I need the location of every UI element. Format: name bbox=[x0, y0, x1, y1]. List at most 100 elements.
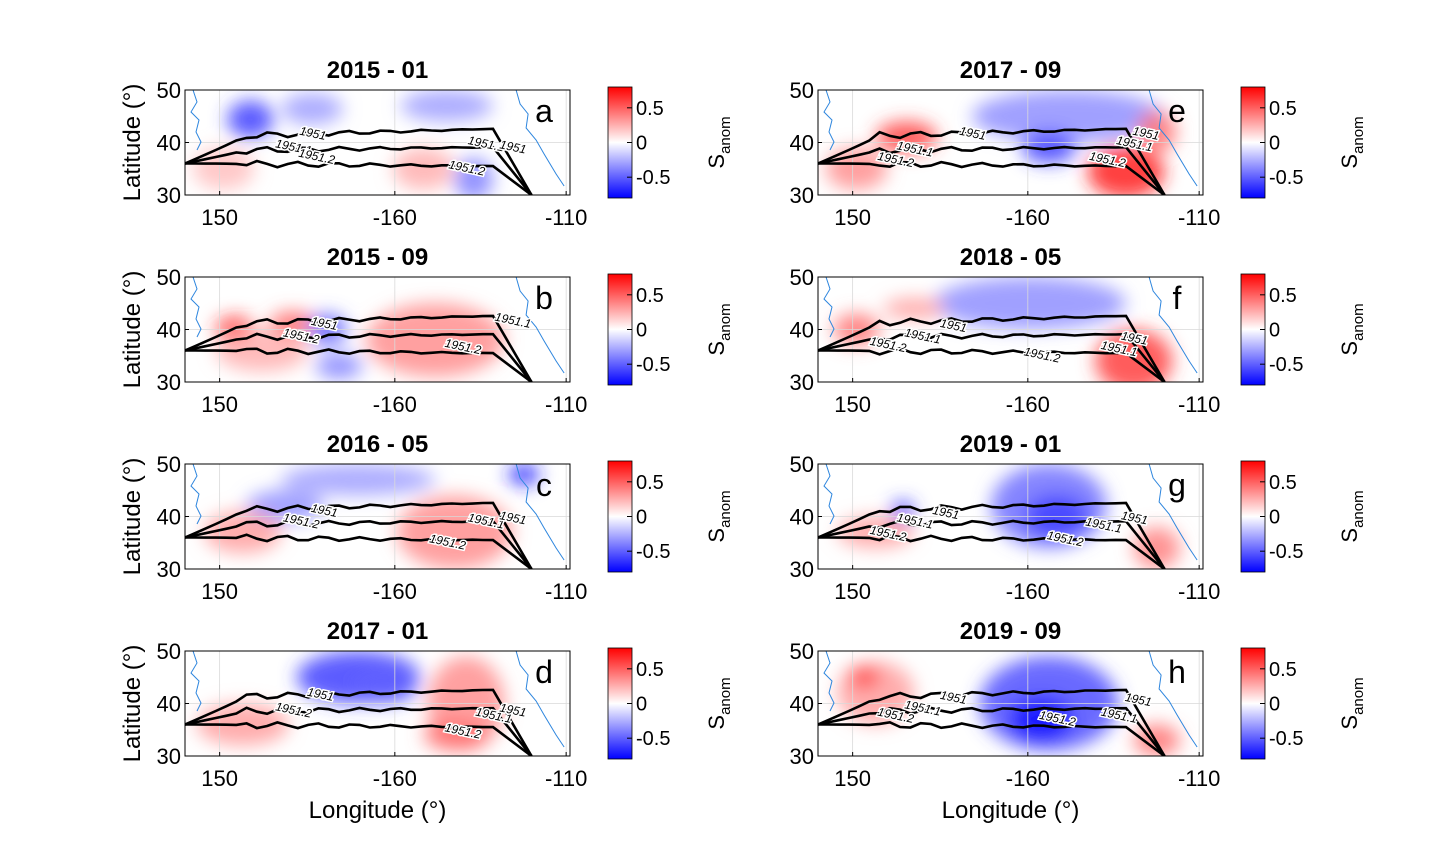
contours bbox=[185, 501, 533, 569]
y-tick-label: 30 bbox=[157, 183, 181, 208]
colorbar-tick-label: 0 bbox=[636, 133, 647, 155]
coastline-west bbox=[190, 277, 202, 338]
anomaly-blob bbox=[354, 672, 417, 704]
panel-title: 2015 - 01 bbox=[327, 57, 428, 84]
y-axis-label: Latitude (°) bbox=[119, 458, 146, 576]
coastline-west bbox=[190, 90, 202, 151]
colorbar-tick-label: -0.5 bbox=[1269, 728, 1303, 750]
x-tick-label: 150 bbox=[201, 205, 238, 230]
contours bbox=[818, 127, 1166, 195]
contour-line bbox=[818, 519, 1166, 569]
colorbar-label: Sanom bbox=[704, 490, 734, 542]
colorbar-label-main: S bbox=[1337, 154, 1362, 169]
y-tick-label: 50 bbox=[157, 452, 181, 477]
colorbar-tick-label: 0 bbox=[1269, 320, 1280, 342]
coastlines bbox=[190, 90, 565, 187]
y-tick-label: 40 bbox=[157, 692, 181, 717]
x-tick-label: -110 bbox=[1178, 205, 1220, 230]
colorbar-label-sub: anom bbox=[717, 116, 734, 154]
y-tick-label: 30 bbox=[790, 744, 814, 769]
coastline-east bbox=[515, 90, 565, 187]
panel-title: 2018 - 05 bbox=[960, 244, 1061, 271]
y-tick-label: 50 bbox=[790, 452, 814, 477]
y-tick-label: 50 bbox=[157, 78, 181, 103]
contour-line bbox=[818, 533, 1166, 569]
x-tick-label: 150 bbox=[201, 766, 238, 791]
colorbar: 0.5 0 -0.5 Sanom bbox=[1240, 273, 1367, 386]
contour-line bbox=[818, 160, 1166, 195]
anomaly-blob bbox=[269, 311, 316, 337]
grid bbox=[185, 464, 570, 569]
colorbar: 0.5 0 -0.5 Sanom bbox=[607, 273, 734, 386]
colorbar-label-sub: anom bbox=[1350, 490, 1367, 528]
coastline-west bbox=[823, 651, 835, 712]
colorbar-tick-label: -0.5 bbox=[636, 728, 670, 750]
coastline-west bbox=[190, 464, 202, 525]
contour-line bbox=[185, 145, 533, 195]
contour-line bbox=[185, 332, 533, 382]
grid bbox=[818, 464, 1203, 569]
colorbar: 0.5 0 -0.5 Sanom bbox=[607, 647, 734, 760]
x-axis-label: Longitude (°) bbox=[942, 797, 1080, 824]
y-tick-label: 40 bbox=[790, 318, 814, 343]
anomaly-field bbox=[204, 464, 540, 569]
colorbar-label-main: S bbox=[1337, 341, 1362, 356]
anomaly-blob bbox=[875, 121, 938, 153]
colorbar-label: Sanom bbox=[1337, 116, 1367, 168]
panel-letter: c bbox=[536, 467, 552, 503]
contours bbox=[185, 127, 533, 195]
colorbar-label-sub: anom bbox=[717, 677, 734, 715]
y-tick-label: 30 bbox=[790, 557, 814, 582]
coastline-east bbox=[1148, 464, 1198, 561]
y-tick-label: 50 bbox=[157, 265, 181, 290]
contours bbox=[818, 501, 1166, 569]
panel-letter: d bbox=[535, 654, 553, 690]
x-tick-label: 150 bbox=[201, 579, 238, 604]
y-tick-label: 30 bbox=[157, 370, 181, 395]
anomaly-blob bbox=[315, 353, 363, 379]
y-tick-label: 50 bbox=[790, 265, 814, 290]
x-tick-label: -160 bbox=[373, 392, 417, 417]
panel-title: 2019 - 01 bbox=[960, 431, 1061, 458]
contour-line bbox=[818, 314, 1166, 382]
x-tick-label: -110 bbox=[545, 766, 587, 791]
coastline-west bbox=[823, 277, 835, 338]
x-tick-label: 150 bbox=[834, 579, 871, 604]
y-tick-label: 40 bbox=[790, 131, 814, 156]
anomaly-blob bbox=[396, 495, 513, 569]
colorbar-tick-label: 0.5 bbox=[636, 285, 664, 307]
y-tick-label: 40 bbox=[790, 505, 814, 530]
colorbar-tick-label: -0.5 bbox=[636, 167, 670, 189]
colorbar-label-sub: anom bbox=[1350, 116, 1367, 154]
colorbar-tick-label: -0.5 bbox=[1269, 354, 1303, 376]
x-tick-label: 150 bbox=[834, 205, 871, 230]
colorbar-tick-label: -0.5 bbox=[1269, 541, 1303, 563]
colorbar-tick-label: -0.5 bbox=[1269, 167, 1303, 189]
panel-title: 2015 - 09 bbox=[327, 244, 428, 271]
x-tick-label: -160 bbox=[1006, 579, 1050, 604]
colorbar: 0.5 0 -0.5 Sanom bbox=[1240, 460, 1367, 573]
contours bbox=[818, 314, 1166, 382]
colorbar: 0.5 0 -0.5 Sanom bbox=[607, 460, 734, 573]
coastlines bbox=[823, 651, 1198, 748]
colorbar-bar bbox=[607, 273, 633, 386]
y-tick-label: 30 bbox=[790, 370, 814, 395]
contour-line bbox=[818, 501, 1166, 569]
anomaly-blob bbox=[1087, 145, 1165, 195]
contour-line bbox=[818, 720, 1166, 756]
x-tick-label: -110 bbox=[1178, 392, 1220, 417]
grid bbox=[185, 277, 570, 382]
x-tick-label: -110 bbox=[545, 205, 587, 230]
grid bbox=[185, 90, 570, 195]
colorbar-tick-label: 0 bbox=[1269, 507, 1280, 529]
contour-line bbox=[185, 347, 533, 382]
contour-line bbox=[818, 346, 1166, 382]
anomaly-blob bbox=[883, 298, 946, 319]
x-tick-label: 150 bbox=[201, 392, 238, 417]
anomaly-blob bbox=[508, 464, 540, 485]
y-tick-label: 40 bbox=[157, 505, 181, 530]
colorbar-tick-label: 0 bbox=[636, 507, 647, 529]
